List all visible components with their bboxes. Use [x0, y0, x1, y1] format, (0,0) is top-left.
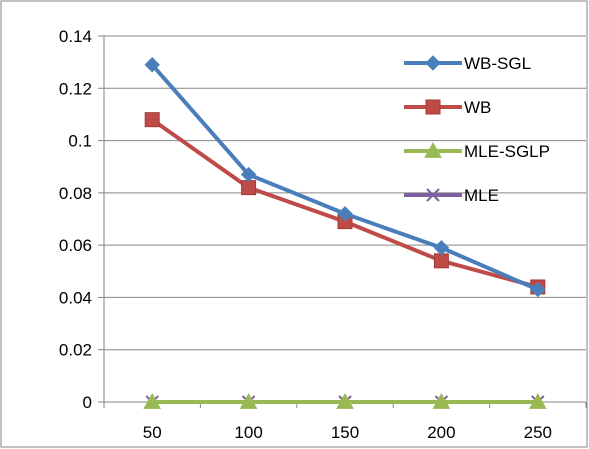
y-tick-label: 0.14 — [59, 27, 92, 46]
y-tick-label: 0.04 — [59, 288, 92, 307]
x-tick-label: 200 — [427, 423, 455, 442]
y-tick-label: 0.1 — [68, 132, 92, 151]
legend-label: WB — [464, 98, 491, 117]
data-point-wb — [242, 181, 256, 195]
y-tick-label: 0.12 — [59, 79, 92, 98]
legend-label: WB-SGL — [464, 54, 531, 73]
legend-marker — [426, 100, 440, 114]
legend-label: MLE — [464, 186, 499, 205]
y-tick-label: 0.02 — [59, 341, 92, 360]
y-tick-label: 0 — [83, 393, 92, 412]
y-tick-label: 0.08 — [59, 184, 92, 203]
x-tick-label: 250 — [524, 423, 552, 442]
x-tick-label: 100 — [234, 423, 262, 442]
x-tick-label: 150 — [331, 423, 359, 442]
x-tick-label: 50 — [143, 423, 162, 442]
legend-label: MLE-SGLP — [464, 142, 550, 161]
data-point-wb — [145, 113, 159, 127]
data-point-wb — [434, 254, 448, 268]
y-tick-label: 0.06 — [59, 236, 92, 255]
